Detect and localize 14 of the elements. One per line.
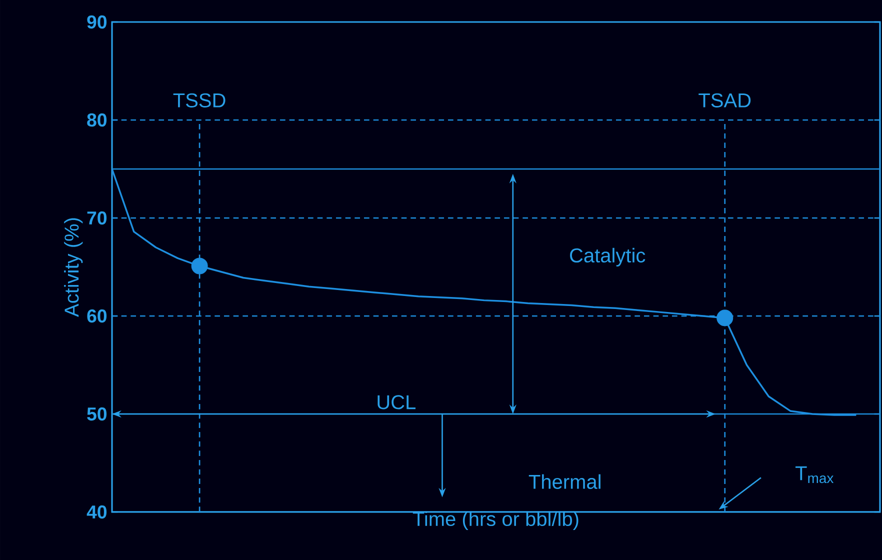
y-tick-label: 40 xyxy=(86,505,107,519)
x-axis-title: Time (hrs or bbl/lb) xyxy=(412,511,578,530)
annotation: TSSD xyxy=(173,93,226,108)
annotation: Thermal xyxy=(528,474,600,489)
y-tick-label: 60 xyxy=(87,309,107,323)
y-axis-title: Activity (%) xyxy=(64,218,83,317)
annotation: TSAD xyxy=(698,93,751,108)
ref-line-label: UCL xyxy=(378,395,416,410)
annotation: Catalytic xyxy=(570,248,646,267)
y-tick-label: 50 xyxy=(87,407,107,421)
y-tick-label: 70 xyxy=(87,211,107,225)
annotation: T$_{max}$ xyxy=(795,466,834,484)
y-tick-label: 80 xyxy=(87,113,107,127)
y-tick-label: 90 xyxy=(87,15,107,29)
